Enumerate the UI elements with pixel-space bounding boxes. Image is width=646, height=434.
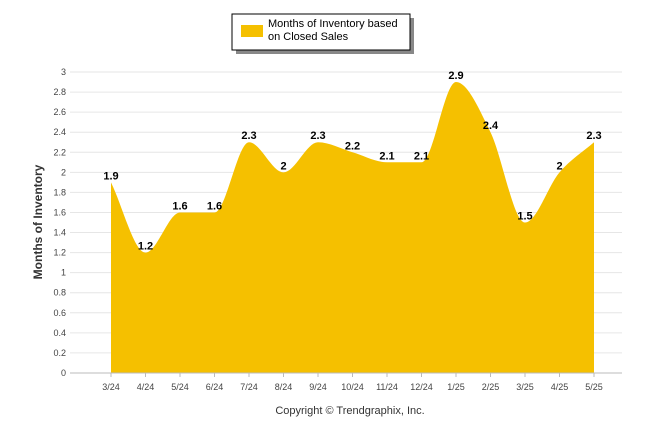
area-series xyxy=(111,82,594,373)
y-axis-title: Months of Inventory xyxy=(31,164,45,279)
legend-swatch xyxy=(241,25,263,37)
y-axis-ticks: 0 0.2 0.4 0.6 0.8 1 1.2 1.4 1.6 1.8 2 2.2 2.4 2.6 2.8 3 xyxy=(53,67,66,378)
data-label: 2.3 xyxy=(241,130,256,142)
data-labels: 1.9 1.2 1.6 1.6 2.3 2 2.3 2.2 2.1 2.1 2.9 2.4 1.5 2 2.… xyxy=(103,70,601,253)
data-label: 2.3 xyxy=(310,130,325,142)
y-tick-label: 0.4 xyxy=(53,328,66,338)
y-tick-label: 0.6 xyxy=(53,308,66,318)
data-label: 2.4 xyxy=(483,120,499,132)
copyright-text: Copyright © Trendgraphix, Inc. xyxy=(275,405,424,417)
data-label: 2 xyxy=(280,160,286,172)
legend-label-line1: Months of Inventory based xyxy=(268,18,398,30)
y-tick-label: 3 xyxy=(61,67,66,77)
x-tick-label: 7/24 xyxy=(240,382,258,392)
x-tick-label: 3/25 xyxy=(516,382,534,392)
x-tick-label: 11/24 xyxy=(376,382,398,392)
x-tick-label: 5/25 xyxy=(585,382,603,392)
x-tick-label: 12/24 xyxy=(410,382,433,392)
data-label: 1.9 xyxy=(103,170,118,182)
y-tick-label: 1.4 xyxy=(53,228,66,238)
x-tick-label: 2/25 xyxy=(482,382,500,392)
y-tick-label: 2 xyxy=(61,167,66,177)
x-tick-label: 9/24 xyxy=(309,382,327,392)
y-tick-label: 0.2 xyxy=(53,348,66,358)
data-label: 2.1 xyxy=(414,150,429,162)
x-axis-ticks: 3/24 4/24 5/24 6/24 7/24 8/24 9/24 10/24 11/24 12… xyxy=(102,373,603,392)
y-tick-label: 2.2 xyxy=(53,147,66,157)
y-tick-label: 1 xyxy=(61,268,66,278)
data-label: 2.3 xyxy=(586,130,601,142)
data-label: 2.9 xyxy=(448,70,463,82)
y-tick-label: 2.8 xyxy=(53,87,66,97)
x-tick-label: 1/25 xyxy=(447,382,465,392)
y-tick-label: 0 xyxy=(61,368,66,378)
data-label: 2 xyxy=(556,160,562,172)
data-label: 2.2 xyxy=(345,140,360,152)
x-tick-label: 4/24 xyxy=(137,382,155,392)
y-tick-label: 1.6 xyxy=(53,207,66,217)
legend-label-line2: on Closed Sales xyxy=(268,31,349,43)
x-tick-label: 6/24 xyxy=(206,382,224,392)
x-tick-label: 5/24 xyxy=(171,382,189,392)
legend: Months of Inventory based on Closed Sale… xyxy=(231,13,414,54)
y-tick-label: 2.6 xyxy=(53,107,66,117)
y-tick-label: 1.8 xyxy=(53,187,66,197)
data-label: 1.6 xyxy=(172,200,187,212)
data-label: 2.1 xyxy=(379,150,394,162)
x-tick-label: 4/25 xyxy=(551,382,569,392)
x-tick-label: 10/24 xyxy=(341,382,364,392)
data-label: 1.5 xyxy=(517,211,532,223)
y-tick-label: 2.4 xyxy=(53,127,66,137)
x-tick-label: 8/24 xyxy=(275,382,293,392)
data-label: 1.6 xyxy=(207,200,222,212)
y-tick-label: 1.2 xyxy=(53,248,66,258)
data-label: 1.2 xyxy=(138,241,153,253)
y-tick-label: 0.8 xyxy=(53,288,66,298)
x-tick-label: 3/24 xyxy=(102,382,120,392)
